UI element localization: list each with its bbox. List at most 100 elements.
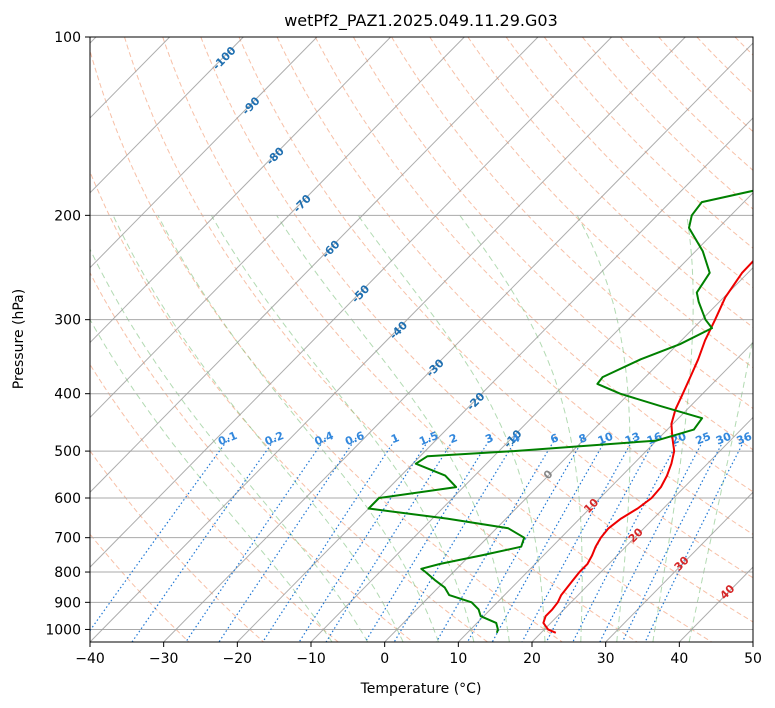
moist-adiabat-line — [210, 215, 475, 642]
y-tick-label: 500 — [54, 444, 81, 460]
isotherm-line — [90, 37, 613, 568]
chart-title: wetPf2_PAZ1.2025.049.11.29.G03 — [284, 11, 558, 31]
plot-area: -100-90-80-70-60-50-40-30-20-100.1 0.2 0.4… — [90, 37, 754, 642]
dry-adiabat-line — [276, 37, 753, 535]
dry-adiabat-line — [582, 37, 753, 210]
y-tick-label: 600 — [54, 491, 81, 507]
x-tick-label: −10 — [296, 651, 326, 667]
x-tick-label: −20 — [223, 651, 253, 667]
isotherm-line — [163, 42, 753, 642]
isotherm-line — [605, 491, 753, 642]
y-axis-label: Pressure (hPa) — [11, 289, 27, 389]
isotherm-line — [90, 37, 539, 493]
isotherm-line — [531, 416, 753, 642]
wetbulb-label: 30 — [672, 553, 692, 573]
isotherm-line — [752, 641, 753, 642]
dry-adiabat-line — [658, 37, 753, 133]
dry-adiabat-line — [314, 37, 753, 493]
dry-adiabat-line — [238, 37, 753, 579]
mixing-ratio-label: 0.4 — [313, 429, 336, 448]
sounding-series — [367, 189, 753, 634]
y-tick-label: 800 — [54, 565, 81, 581]
wetbulb-label: 20 — [626, 525, 646, 545]
mixing-ratio-line — [393, 437, 518, 642]
y-tick-label: 200 — [54, 208, 81, 224]
mixing-ratio-line — [185, 437, 326, 642]
mixing-ratio-line — [325, 437, 456, 642]
height-label: -50 — [349, 282, 372, 306]
mixing-ratio-line — [466, 437, 585, 642]
moist-adiabat-line — [90, 318, 333, 642]
dry-adiabat-line — [505, 37, 753, 289]
mixing-ratio-line — [262, 437, 397, 642]
isotherm-line — [90, 37, 465, 419]
dry-adiabat-line — [352, 37, 753, 451]
dry-adiabat-line — [90, 533, 190, 642]
height-label: -80 — [264, 144, 287, 168]
x-tick-label: 20 — [523, 651, 541, 667]
moist-adiabat-line — [576, 215, 631, 642]
moist-adiabat-line — [688, 335, 753, 642]
dry-adiabat-line — [90, 170, 488, 642]
plot-frame — [89, 36, 754, 643]
isotherm-line — [457, 341, 753, 642]
y-tick-label: 100 — [54, 30, 81, 46]
isotherm-line — [90, 37, 244, 194]
dewpoint-line — [367, 189, 753, 634]
moist-adiabat-line — [459, 215, 583, 642]
dry-adiabat-line — [200, 37, 753, 623]
height-label: -40 — [387, 319, 410, 343]
mixing-ratio-line — [572, 437, 681, 642]
mixing-ratio-lines — [90, 437, 747, 642]
moist-adiabat-line — [112, 215, 404, 642]
moist-adiabat-line — [90, 248, 369, 642]
isotherm-line — [236, 117, 753, 642]
x-axis-ticks: −40 −30 −20 −10 0 10 20 30 40 50 — [75, 642, 762, 667]
isotherms — [90, 37, 753, 642]
mixing-ratio-line — [218, 437, 357, 642]
y-tick-label: 400 — [54, 387, 81, 403]
mixing-ratio-label: 30 — [714, 430, 733, 448]
dry-adiabat-line — [620, 37, 753, 171]
height-label: -90 — [239, 94, 262, 118]
wetbulb-label: 0 — [541, 467, 556, 482]
isotherm-line — [310, 192, 753, 642]
moist-adiabat-line — [357, 215, 546, 642]
mixing-ratio-label: 36 — [735, 430, 754, 448]
y-tick-label: 300 — [54, 313, 81, 329]
mixing-ratio-label: 0.1 — [216, 429, 239, 448]
mixing-ratio-line — [90, 437, 230, 632]
y-axis-ticks: 1000 900 800 700 600 500 400 300 200 100 — [45, 30, 90, 638]
x-tick-label: 30 — [597, 651, 615, 667]
dry-adiabat-line — [162, 37, 712, 642]
dry-adiabat-line — [429, 37, 753, 369]
dry-adiabat-line — [124, 37, 638, 642]
y-tick-label: 900 — [54, 595, 81, 611]
wetbulb-label: 40 — [717, 582, 737, 602]
x-tick-label: 40 — [670, 651, 688, 667]
mixing-ratio-label: 1 — [389, 431, 401, 446]
mixing-ratio-label: 6 — [548, 431, 560, 446]
x-axis-label: Temperature (°C) — [360, 681, 482, 697]
dry-adiabat-line — [90, 271, 414, 642]
height-label: -30 — [424, 356, 447, 380]
dry-adiabat-line — [734, 37, 753, 56]
mixing-ratio-label: 25 — [694, 430, 713, 448]
mixing-ratio-line — [435, 437, 557, 642]
isotherm-line — [384, 266, 753, 642]
wetbulb-label: 10 — [581, 496, 601, 516]
dry-adiabat-line — [391, 37, 753, 410]
x-tick-label: 10 — [449, 651, 467, 667]
mixing-ratio-line — [298, 437, 431, 642]
isotherm-line — [678, 566, 753, 642]
mixing-ratio-label: 1.5 — [417, 429, 440, 448]
mixing-ratio-label: 0.2 — [263, 429, 286, 448]
mixing-ratio-line — [364, 437, 492, 642]
moist-adiabat-line — [276, 215, 510, 642]
temperature-line — [542, 259, 753, 634]
x-tick-label: 0 — [380, 651, 389, 667]
mixing-ratio-label: 8 — [577, 431, 589, 446]
y-tick-label: 700 — [54, 531, 81, 547]
height-label: -70 — [291, 192, 314, 216]
dry-adiabat-line — [90, 449, 264, 642]
